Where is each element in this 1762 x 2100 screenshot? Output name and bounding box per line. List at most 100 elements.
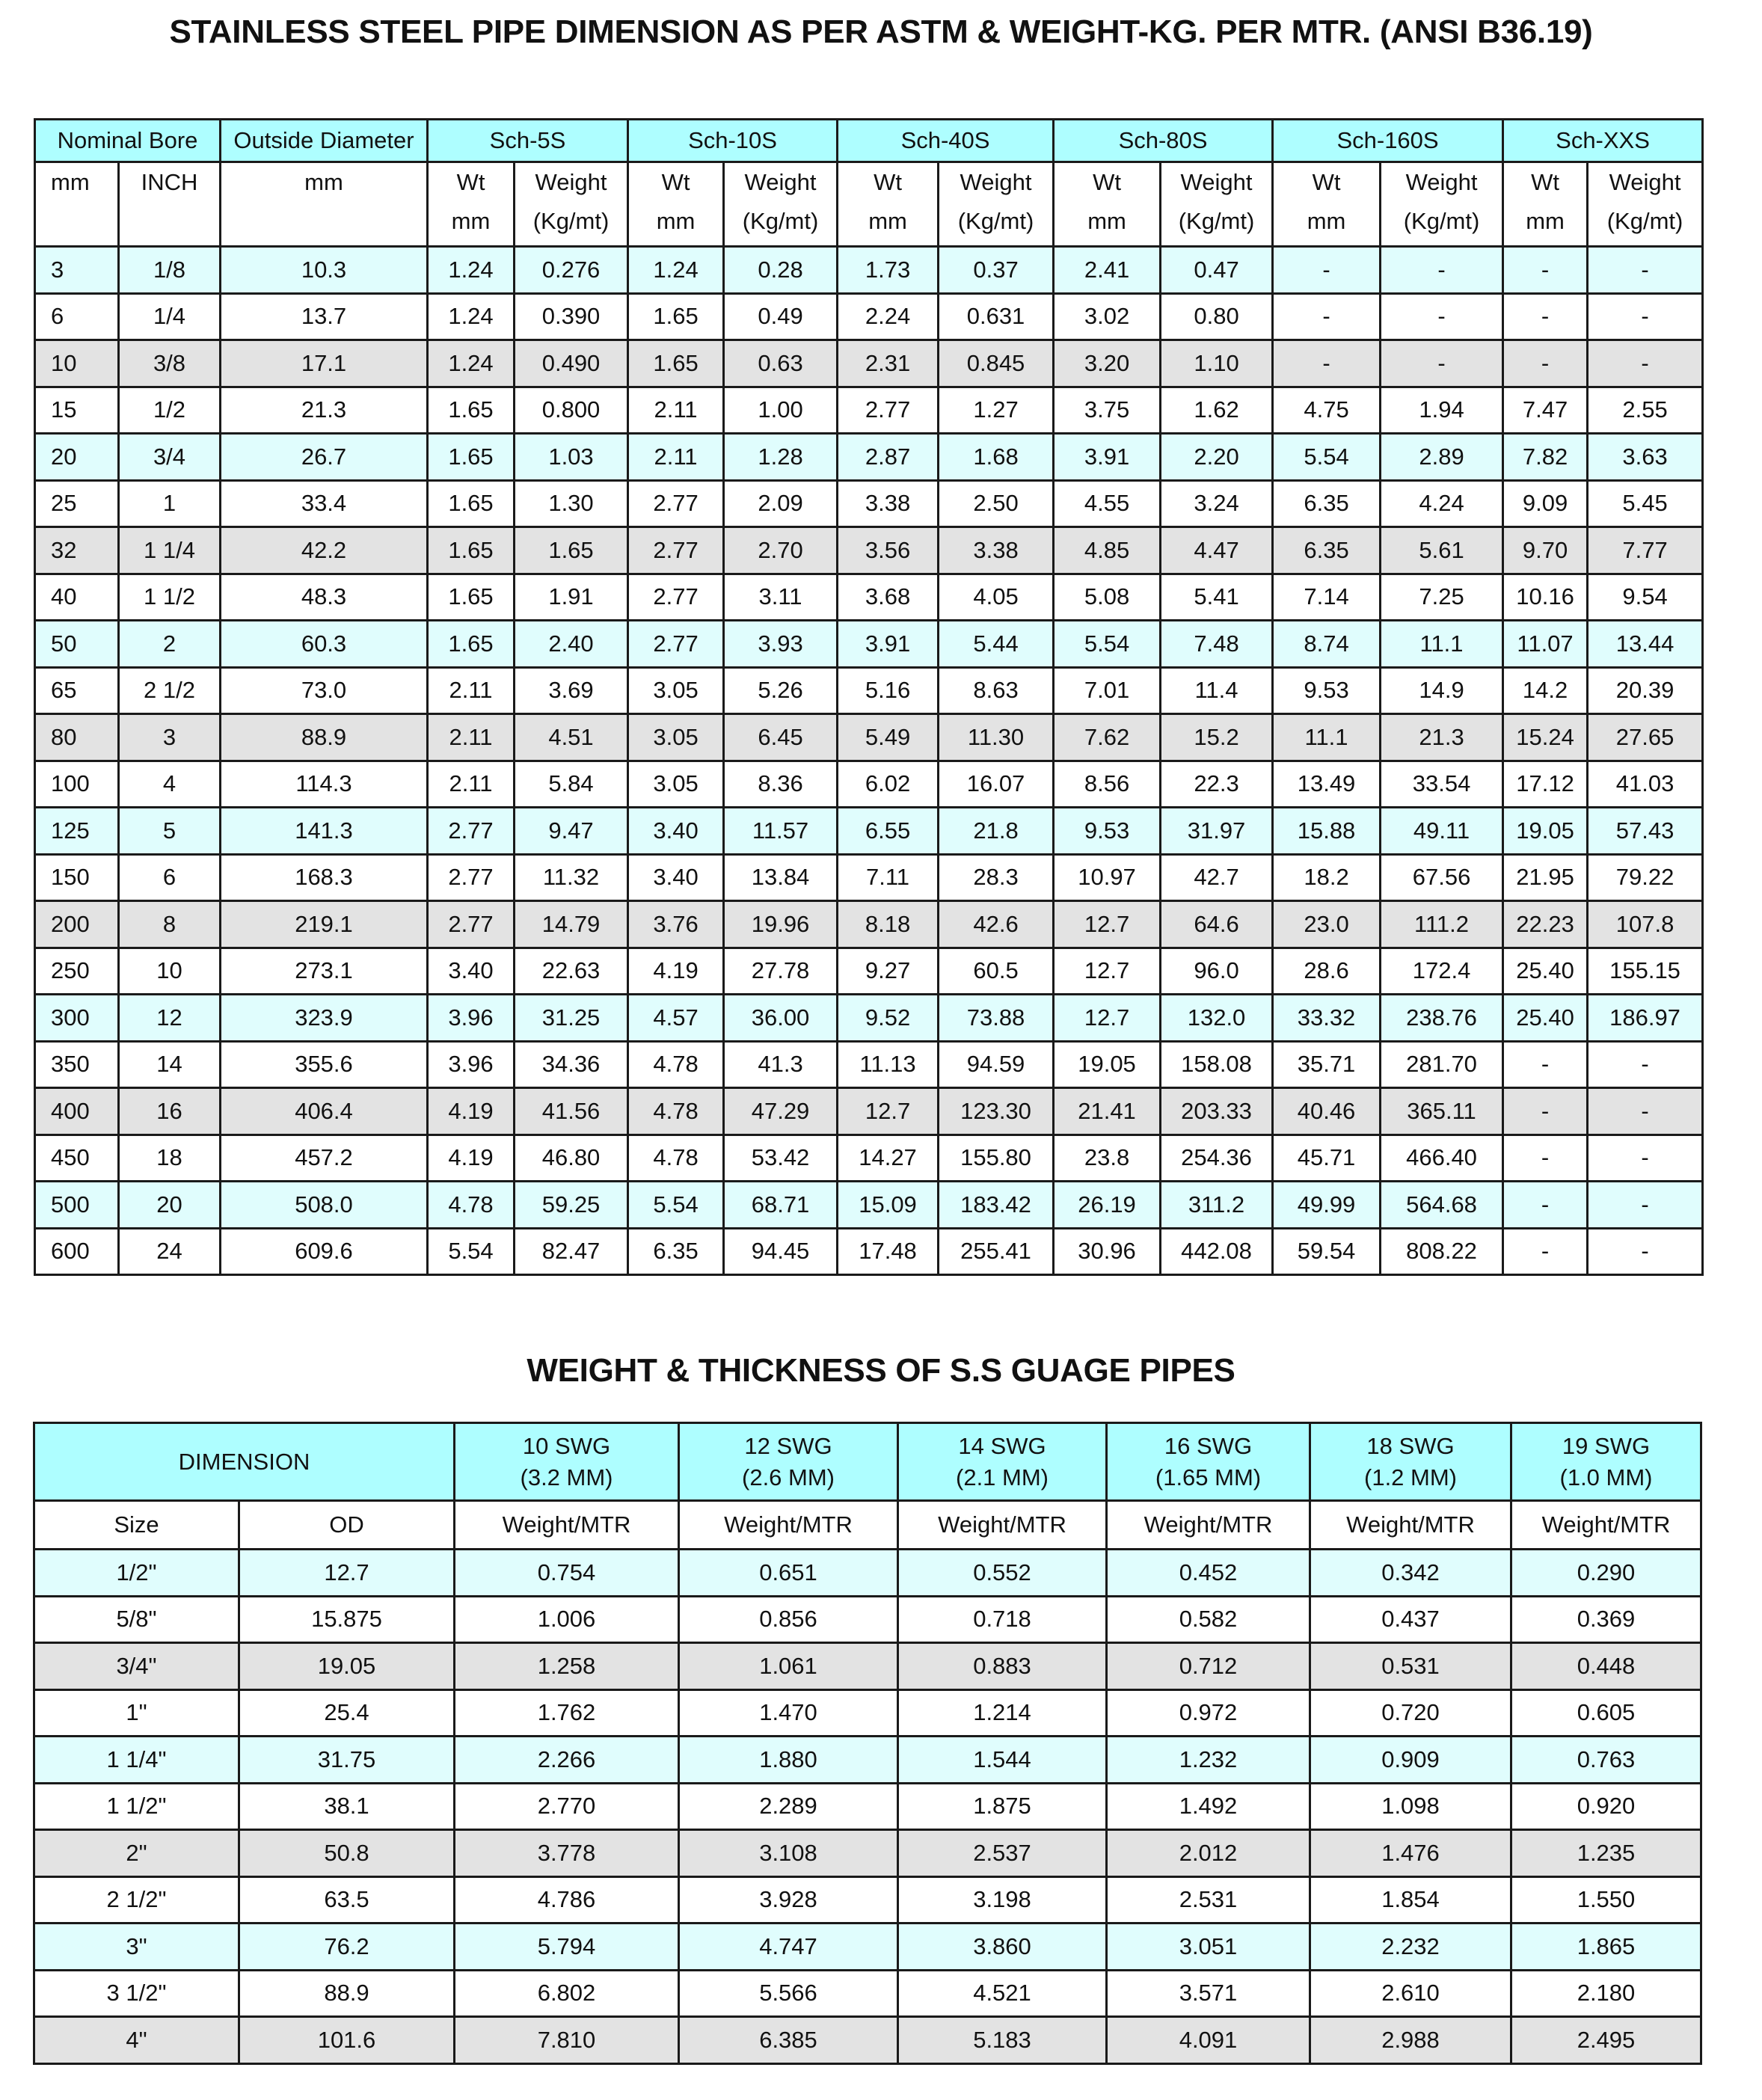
table-cell: 1.006 xyxy=(453,1594,680,1644)
table-cell: 12.7 xyxy=(1052,993,1162,1043)
table-cell: 20.39 xyxy=(1586,666,1704,715)
table-cell: 1.65 xyxy=(426,432,515,482)
table-row: 600 24 609.6 5.54 82.47 6.35 94.45 17.48 255.41 3… xyxy=(34,1226,1704,1276)
table-row: 2" 50.8 3.778 3.108 2.537 2.012 1.476 1.235 xyxy=(33,1829,1702,1878)
table-cell: 17.12 xyxy=(1502,759,1589,808)
table-cell: 1.91 xyxy=(512,572,630,621)
table-cell: 2.41 xyxy=(1052,245,1162,295)
table-cell: 13.44 xyxy=(1586,619,1704,669)
weight-header: Weight/MTR xyxy=(1510,1499,1702,1550)
table-cell: 2.11 xyxy=(426,759,515,808)
table-cell: 114.3 xyxy=(219,759,429,808)
table-cell: 3.76 xyxy=(627,900,725,949)
table-cell: 13.84 xyxy=(722,853,839,902)
table-cell: 1.875 xyxy=(897,1781,1108,1831)
gauge-header: 14 SWG (2.1 MM) xyxy=(897,1422,1108,1502)
weight-header-line1: Weight xyxy=(1405,169,1478,195)
table-cell: 15 xyxy=(34,385,120,435)
table-cell: 13.49 xyxy=(1271,759,1382,808)
wt-header-line1: Wt xyxy=(661,169,690,195)
table-cell: 36.00 xyxy=(722,993,839,1043)
table-row: 500 20 508.0 4.78 59.25 5.54 68.71 15.09 183.42 2… xyxy=(34,1180,1704,1229)
table-cell: - xyxy=(1586,292,1704,341)
table-cell: 8.36 xyxy=(722,759,839,808)
table-cell: 350 xyxy=(34,1040,120,1089)
gauge-pipes-table: DIMENSION 10 SWG (3.2 MM) 12 SWG (2.6 MM) 14 … xyxy=(33,1422,1702,2065)
table-cell: 15.24 xyxy=(1502,713,1589,762)
table-cell: 15.09 xyxy=(836,1180,940,1229)
table-cell: 123.30 xyxy=(937,1087,1055,1136)
table-row: 80 3 88.9 2.11 4.51 3.05 6.45 5.49 11.30 7.62 15.2… xyxy=(34,713,1704,762)
table-cell: 1 1/2" xyxy=(33,1781,240,1831)
group-header: Sch-10S xyxy=(627,118,839,163)
table-cell: 1.62 xyxy=(1159,385,1274,435)
table-cell: 1.68 xyxy=(937,432,1055,482)
table-cell: 21.3 xyxy=(1379,713,1505,762)
table-cell: 5.41 xyxy=(1159,572,1274,621)
table-cell: 80 xyxy=(34,713,120,762)
wt-header: Wt mm xyxy=(1052,161,1162,248)
table-cell: 5.26 xyxy=(722,666,839,715)
weight-header-line2: (Kg/mt) xyxy=(1178,208,1255,234)
table-cell: 1 xyxy=(117,479,221,528)
table-cell: 1.65 xyxy=(627,339,725,388)
table-cell: 2.70 xyxy=(722,526,839,575)
table-row: 50 2 60.3 1.65 2.40 2.77 3.93 3.91 5.44 5.54 7.48 8… xyxy=(34,619,1704,669)
table-cell: 2" xyxy=(33,1829,240,1878)
table-cell: 158.08 xyxy=(1159,1040,1274,1089)
weight-header: Weight (Kg/mt) xyxy=(722,161,839,248)
table-cell: - xyxy=(1379,245,1505,295)
table-cell: 1.94 xyxy=(1379,385,1505,435)
gauge-header: 10 SWG (3.2 MM) xyxy=(453,1422,680,1502)
table-cell: 11.1 xyxy=(1271,713,1382,762)
table-cell: 94.59 xyxy=(937,1040,1055,1089)
table-cell: 10 xyxy=(117,946,221,995)
table-cell: 155.15 xyxy=(1586,946,1704,995)
table-cell: 4.19 xyxy=(426,1133,515,1182)
table-cell: 7.82 xyxy=(1502,432,1589,482)
table-cell: 3.93 xyxy=(722,619,839,669)
table-cell: 4.24 xyxy=(1379,479,1505,528)
table-cell: 20 xyxy=(117,1180,221,1229)
group-header: Sch-40S xyxy=(836,118,1055,163)
table-cell: 450 xyxy=(34,1133,120,1182)
table-cell: 1.865 xyxy=(1510,1922,1702,1971)
table-cell: 25.40 xyxy=(1502,946,1589,995)
table-cell: 4.19 xyxy=(426,1087,515,1136)
table-cell: 6.02 xyxy=(836,759,940,808)
table-cell: 41.3 xyxy=(722,1040,839,1089)
table-cell: 1 1/4" xyxy=(33,1735,240,1784)
weight-header: Weight/MTR xyxy=(678,1499,899,1550)
table-row: 350 14 355.6 3.96 34.36 4.78 41.3 11.13 94.59 19.… xyxy=(34,1040,1704,1089)
table-cell: 2.11 xyxy=(627,432,725,482)
table-cell: 3.198 xyxy=(897,1875,1108,1924)
table-cell: 82.47 xyxy=(512,1226,630,1276)
table-cell: 101.6 xyxy=(238,2015,455,2065)
table-cell: 3.38 xyxy=(836,479,940,528)
table-cell: 273.1 xyxy=(219,946,429,995)
group-header: Sch-160S xyxy=(1271,118,1505,163)
table-cell: 3.91 xyxy=(836,619,940,669)
pipe-dimension-table: Nominal Bore Outside Diameter Sch-5S Sch-10… xyxy=(34,118,1704,1276)
header-row-units: Size OD Weight/MTR Weight/MTR Weight/MTR Weig… xyxy=(33,1499,1702,1550)
table-row: 100 4 114.3 2.11 5.84 3.05 8.36 6.02 16.07 8.56 22… xyxy=(34,759,1704,808)
table-cell: 466.40 xyxy=(1379,1133,1505,1182)
table-cell: 34.36 xyxy=(512,1040,630,1089)
table-cell: 33.4 xyxy=(219,479,429,528)
table-cell: 5.794 xyxy=(453,1922,680,1971)
table-cell: 0.390 xyxy=(512,292,630,341)
table-cell: 14 xyxy=(117,1040,221,1089)
table-cell: 5.54 xyxy=(1052,619,1162,669)
table-cell: - xyxy=(1271,245,1382,295)
table-cell: 5.183 xyxy=(897,2015,1108,2065)
table-cell: 6.802 xyxy=(453,1968,680,2018)
group-header: Sch-80S xyxy=(1052,118,1274,163)
table-cell: 8.56 xyxy=(1052,759,1162,808)
table-cell: 26.19 xyxy=(1052,1180,1162,1229)
table-cell: 0.883 xyxy=(897,1642,1108,1691)
table-cell: 17.1 xyxy=(219,339,429,388)
table-cell: 5.54 xyxy=(1271,432,1382,482)
table-row: 3" 76.2 5.794 4.747 3.860 3.051 2.232 1.865 xyxy=(33,1922,1702,1971)
table-cell: 186.97 xyxy=(1586,993,1704,1043)
table-cell: 60.5 xyxy=(937,946,1055,995)
